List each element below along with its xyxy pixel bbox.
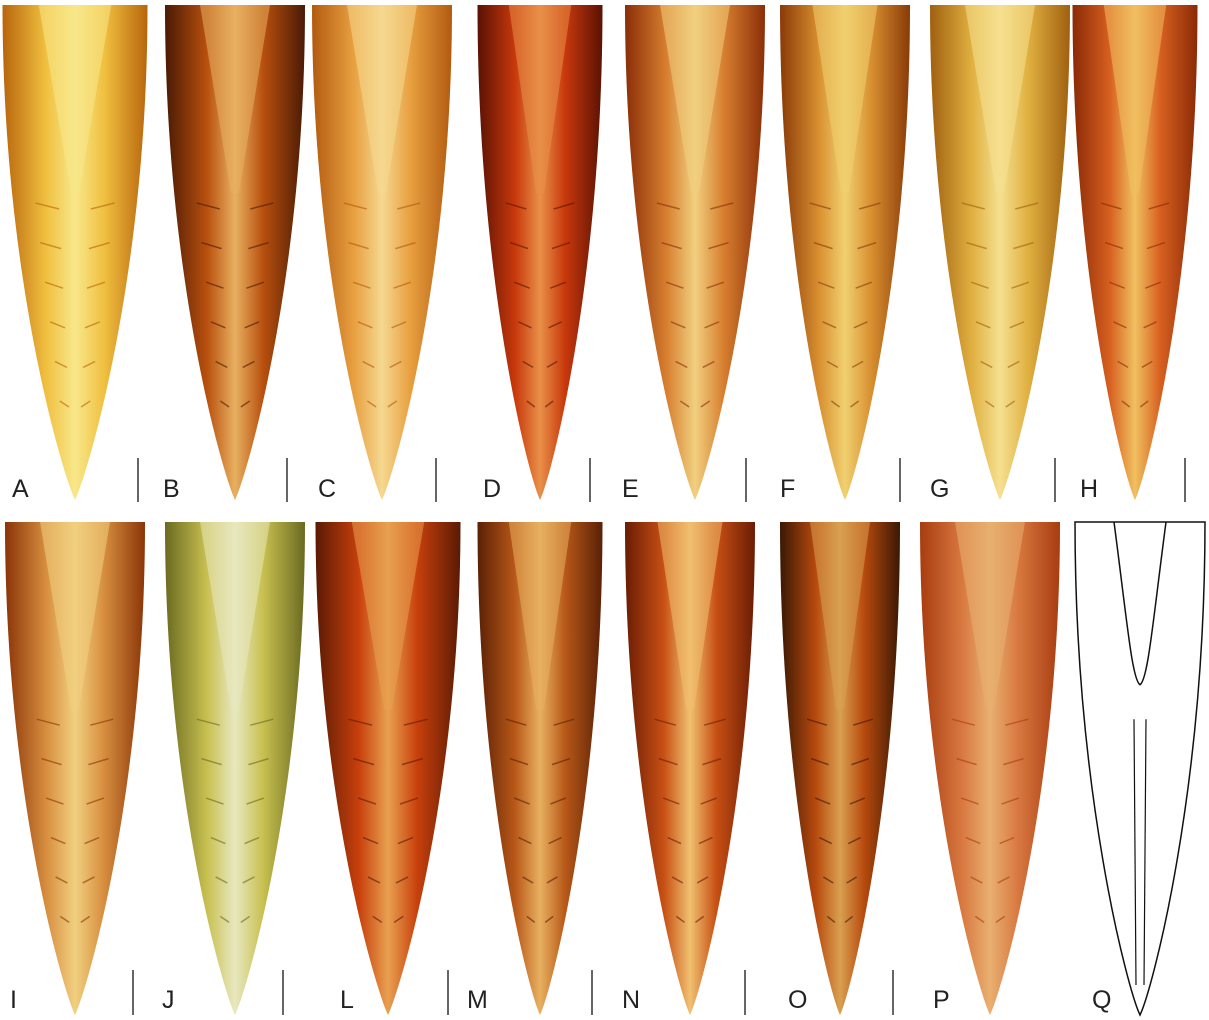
panel-label: I [10,986,17,1014]
panel-label: A [12,475,29,503]
panel-label: H [1080,475,1098,503]
panel-label: L [340,986,354,1014]
panel-label: E [622,475,639,503]
panel-label: N [622,986,640,1014]
figure-plate: A B C D E F G H I J L M N O P Q [0,0,1209,1020]
page: ABCDEFGHIJLMNOPQ (() => { const data = J… [0,0,1209,1020]
panel-label: D [483,475,501,503]
panel-label: F [780,475,795,503]
panel-label: C [318,475,336,503]
panel-label: P [933,986,950,1014]
panel-label: O [788,986,807,1014]
panel-label: G [930,475,949,503]
drawing-outline [1075,522,1205,1015]
panel-label: B [163,475,180,503]
panel-label: J [162,986,175,1014]
panel-label: M [467,986,488,1014]
panel-label: Q [1092,986,1111,1014]
